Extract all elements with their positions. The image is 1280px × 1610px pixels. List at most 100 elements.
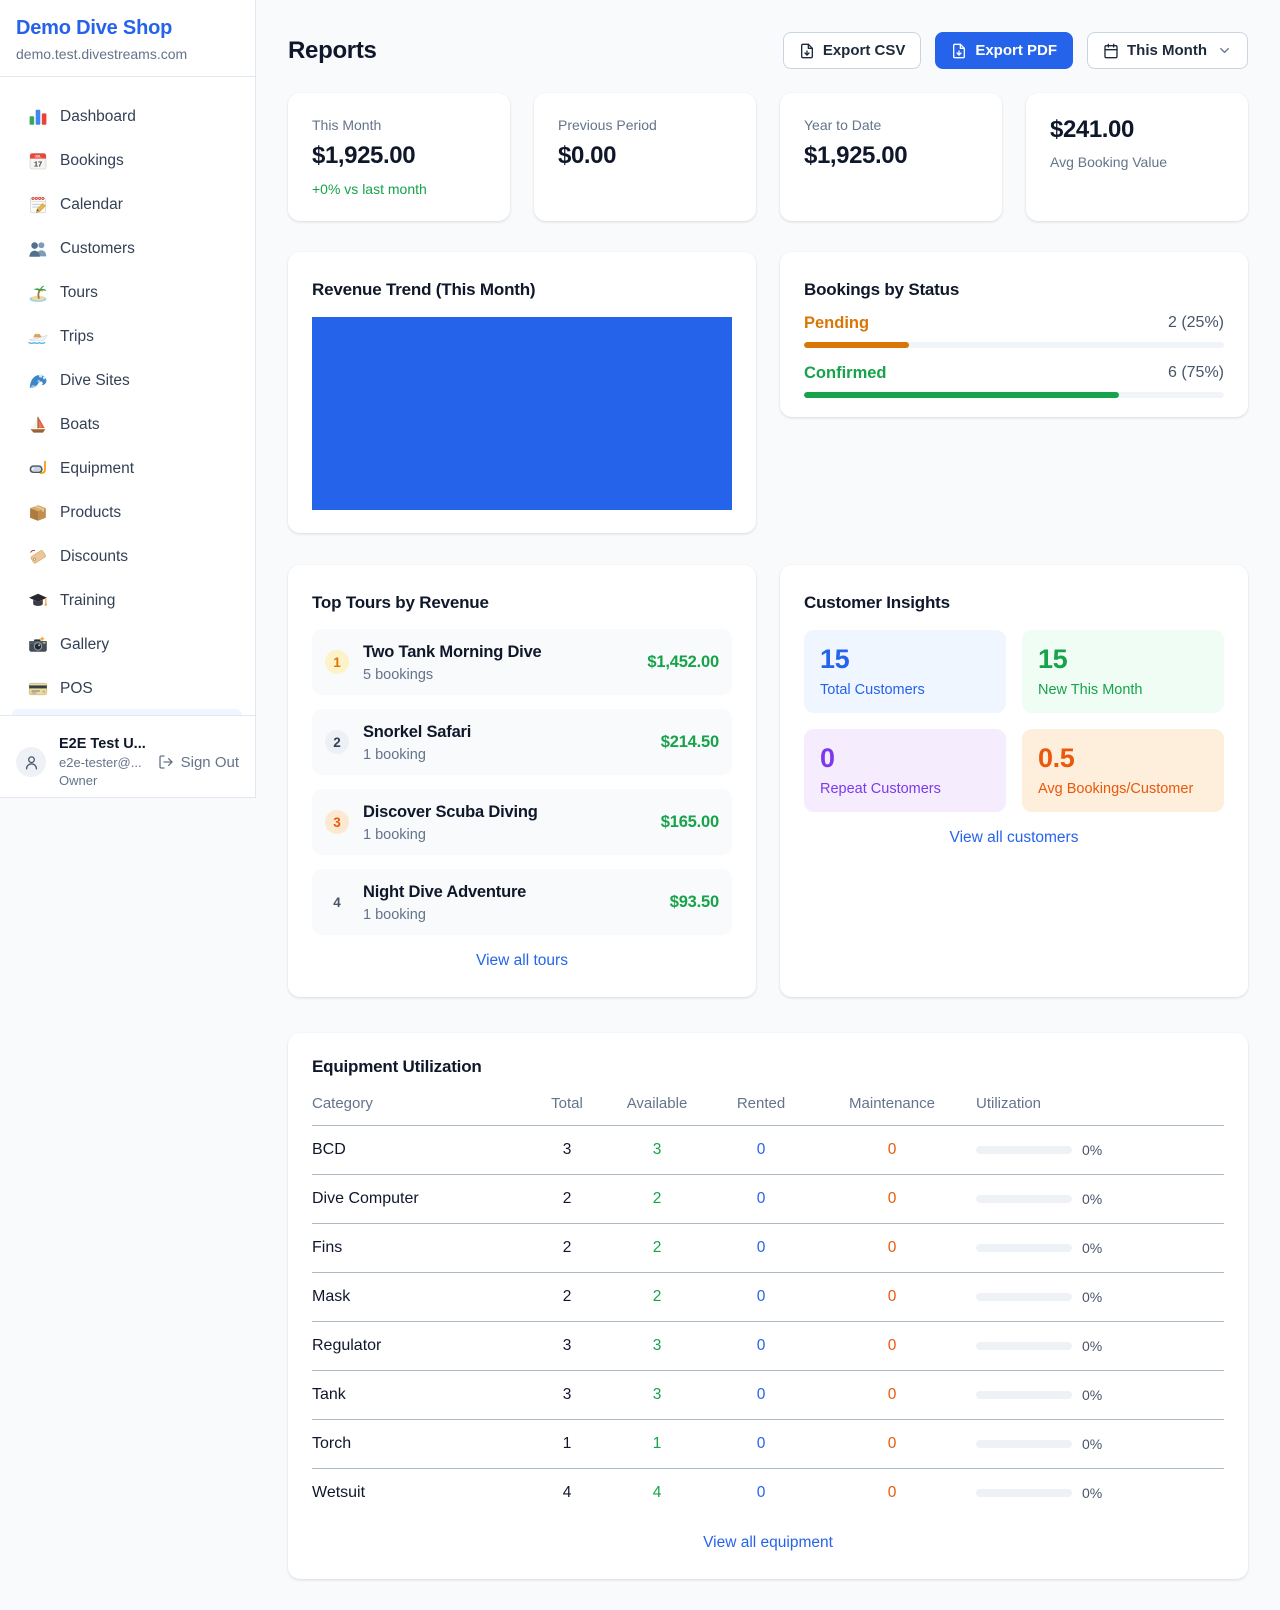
utilization-percent: 0%: [1082, 1337, 1103, 1354]
sidebar-item-label: Calendar: [60, 196, 123, 213]
status-label: Pending: [804, 314, 870, 332]
avatar: [16, 747, 46, 777]
sign-out-label: Sign Out: [180, 753, 239, 771]
wave-emoji-icon: [28, 371, 48, 391]
sidebar-item-bookings[interactable]: JUL 17 Bookings: [12, 143, 243, 179]
view-all-equipment-link[interactable]: View all equipment: [703, 1534, 833, 1551]
equipment-table-row: Mask 2 2 0 0 0%: [312, 1272, 1224, 1322]
equipment-rented: 0: [756, 1483, 766, 1501]
equipment-total: 2: [522, 1174, 612, 1224]
revenue-trend-chart: [312, 317, 732, 510]
brand-header: Demo Dive Shop demo.test.divestreams.com: [0, 0, 255, 77]
sidebar-item-pos[interactable]: POS: [12, 671, 243, 707]
insight-value: 0: [820, 743, 835, 773]
equipment-table-row: BCD 3 3 0 0 0%: [312, 1125, 1224, 1175]
view-all-tours-link[interactable]: View all tours: [476, 952, 568, 969]
shop-name: Demo Dive Shop: [16, 17, 173, 39]
customer-insights-title: Customer Insights: [804, 593, 950, 612]
equipment-table-body: BCD 3 3 0 0 0% Dive: [312, 1125, 1224, 1517]
tour-bookings: 1 booking: [363, 906, 426, 923]
equipment-category: BCD: [312, 1125, 522, 1175]
sidebar-item-dive-sites[interactable]: Dive Sites: [12, 363, 243, 399]
utilization-percent: 0%: [1082, 1141, 1103, 1158]
sign-out-button[interactable]: Sign Out: [158, 754, 239, 771]
period-select-button[interactable]: This Month: [1087, 32, 1248, 69]
status-label: Confirmed: [804, 364, 887, 382]
equipment-table-row: Wetsuit 4 4 0 0 0%: [312, 1468, 1224, 1517]
export-csv-button[interactable]: Export CSV: [782, 32, 922, 69]
sidebar-item-active-clipped[interactable]: [12, 709, 242, 715]
insights-row: Top Tours by Revenue 1 Two Tank Morning …: [288, 565, 1248, 997]
sidebar-item-gallery[interactable]: Gallery: [12, 627, 243, 663]
stat-card: Previous Period $0.00: [534, 93, 756, 221]
column-header-maintenance: Maintenance: [820, 1083, 964, 1126]
chevron-down-icon: [1217, 43, 1232, 58]
stat-label: Previous Period: [558, 117, 657, 133]
charts-row: Revenue Trend (This Month) Bookings by S…: [288, 252, 1248, 533]
label-tag-emoji-icon: [28, 547, 48, 567]
sidebar-item-tours[interactable]: Tours: [12, 275, 243, 311]
sidebar-item-boats[interactable]: Boats: [12, 407, 243, 443]
sidebar-item-training[interactable]: Training: [12, 583, 243, 619]
stat-card: Avg Booking Value $241.00: [1026, 93, 1248, 221]
utilization-percent: 0%: [1082, 1484, 1103, 1501]
status-bar-track: [804, 342, 1224, 348]
sidebar-item-discounts[interactable]: Discounts: [12, 539, 243, 575]
utilization-percent: 0%: [1082, 1288, 1103, 1305]
user-email: e2e-tester@...: [59, 754, 142, 770]
user-name: E2E Test U...: [59, 735, 146, 752]
tour-bookings: 5 bookings: [363, 666, 434, 683]
sidebar-item-calendar[interactable]: Calendar: [12, 187, 243, 223]
sidebar-item-label: Dashboard: [60, 108, 136, 125]
sidebar-item-label: Discounts: [60, 548, 129, 565]
stat-value: $0.00: [558, 142, 617, 169]
utilization-bar-track: [976, 1390, 1072, 1399]
user-role: Owner: [59, 772, 98, 788]
page-title: Reports: [288, 36, 377, 64]
view-all-customers-link[interactable]: View all customers: [949, 829, 1079, 846]
tour-revenue: $214.50: [660, 732, 719, 751]
tour-row: 1 Two Tank Morning Dive 5 bookings $1,45…: [312, 629, 732, 695]
sidebar-item-dashboard[interactable]: Dashboard: [12, 99, 243, 135]
sidebar-item-products[interactable]: Products: [12, 495, 243, 531]
column-header-category: Category: [312, 1083, 522, 1126]
tour-name: Night Dive Adventure: [363, 882, 527, 901]
rank-badge: 2: [325, 730, 349, 754]
equipment-rented: 0: [702, 1223, 820, 1273]
equipment-maintenance: 0: [820, 1174, 964, 1224]
equipment-category: Mask: [312, 1272, 522, 1322]
equipment-rented: 0: [702, 1419, 820, 1469]
stat-card: This Month $1,925.00 +0% vs last month: [288, 93, 510, 221]
sidebar-item-equipment[interactable]: Equipment: [12, 451, 243, 487]
utilization-percent: 0%: [1082, 1239, 1103, 1256]
tour-name: Two Tank Morning Dive: [363, 642, 542, 661]
rank-badge: 4: [333, 894, 341, 910]
file-down-icon: [951, 43, 967, 59]
tour-bookings: 1 booking: [363, 746, 426, 763]
sidebar-item-trips[interactable]: Trips: [12, 319, 243, 355]
column-header-total: Total: [522, 1083, 612, 1126]
stat-delta: +0% vs last month: [312, 181, 427, 197]
equipment-table-row: Torch 1 1 0 0 0%: [312, 1419, 1224, 1469]
export-pdf-button[interactable]: Export PDF: [935, 32, 1074, 69]
status-bar-track: [804, 392, 1224, 398]
bookings-by-status-title: Bookings by Status: [804, 280, 960, 299]
insight-label: Avg Bookings/Customer: [1038, 781, 1194, 797]
equipment-maintenance: 0: [820, 1321, 964, 1371]
sidebar-item-customers[interactable]: Customers: [12, 231, 243, 267]
tear-off-calendar-emoji-icon: JUL 17: [28, 151, 48, 171]
sidebar-item-label: Boats: [60, 416, 100, 433]
insight-tile: 0 Repeat Customers: [804, 729, 1006, 812]
equipment-maintenance: 0: [820, 1419, 964, 1469]
sailboat-emoji-icon: [28, 415, 48, 435]
sidebar-item-label: Tours: [60, 284, 98, 301]
people-emoji-icon: [28, 239, 48, 259]
camera-emoji-icon: [28, 635, 48, 655]
svg-text:17: 17: [34, 160, 42, 169]
sidebar-item-label: Gallery: [60, 636, 110, 653]
stat-value: $1,925.00: [312, 142, 416, 169]
utilization-bar-track: [976, 1194, 1072, 1203]
sidebar-item-label: Trips: [60, 328, 94, 345]
tour-name: Snorkel Safari: [363, 722, 472, 741]
rank-badge: 1: [325, 650, 349, 674]
